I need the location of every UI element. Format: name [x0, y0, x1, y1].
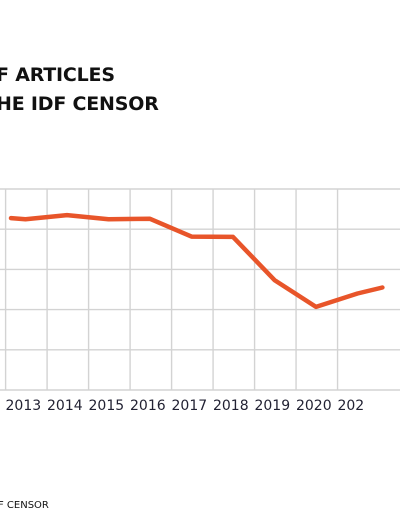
x-tick-label: 2017 [172, 398, 208, 414]
x-tick-label: 2014 [47, 398, 83, 414]
source-note: F CENSOR [0, 500, 49, 511]
chart-title-line-1: F ARTICLES [0, 64, 115, 86]
x-tick-label: 2016 [130, 398, 166, 414]
chart-title-line-2: HE IDF CENSOR [0, 93, 159, 115]
x-tick-label: 2015 [89, 398, 125, 414]
x-tick-label: 2013 [6, 398, 42, 414]
x-tick-label: 2019 [254, 398, 290, 414]
x-tick-label: 202 [337, 398, 364, 414]
x-tick-label: 2018 [213, 398, 249, 414]
x-tick-label: 2020 [296, 398, 332, 414]
